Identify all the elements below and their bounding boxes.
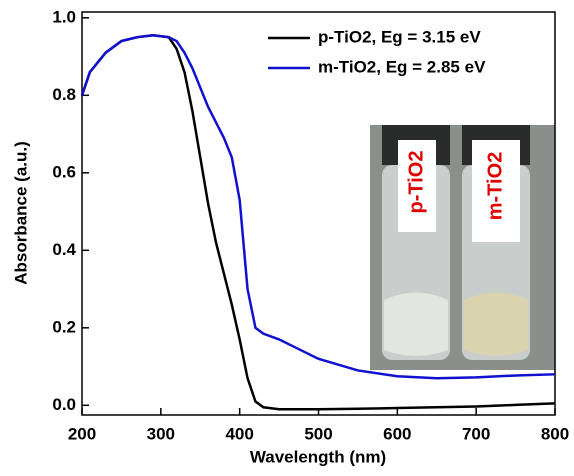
label-card	[398, 140, 436, 232]
inset-label: p-TiO2	[405, 151, 427, 214]
x-tick-label: 300	[147, 424, 175, 443]
x-tick-label: 700	[462, 424, 490, 443]
y-tick-label: 0.6	[52, 162, 76, 181]
y-tick-label: 0.8	[52, 85, 76, 104]
inset-label: m-TiO2	[484, 152, 506, 221]
legend-label: m-TiO2, Eg = 2.85 eV	[318, 57, 486, 76]
inset-photo: p-TiO2 m-TiO2	[370, 125, 555, 370]
x-tick-label: 400	[225, 424, 253, 443]
y-tick-label: 0.0	[52, 395, 76, 414]
powder	[384, 292, 448, 356]
label-card	[472, 140, 520, 242]
legend-label: p-TiO2, Eg = 3.15 eV	[318, 27, 481, 46]
data-line	[80, 33, 556, 380]
y-tick-label: 0.2	[52, 317, 76, 336]
x-tick-label: 600	[383, 424, 411, 443]
x-axis-label: Wavelength (nm)	[250, 447, 386, 466]
powder	[464, 292, 528, 356]
y-tick-label: 0.4	[52, 240, 76, 259]
y-axis-label: Absorbance (a.u.)	[11, 141, 30, 285]
x-tick-label: 200	[68, 424, 96, 443]
x-tick-label: 800	[541, 424, 569, 443]
y-tick-label: 1.0	[52, 7, 76, 26]
x-tick-label: 500	[304, 424, 332, 443]
